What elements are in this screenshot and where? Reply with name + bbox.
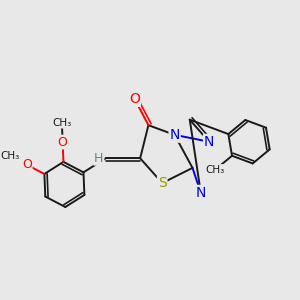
Text: CH₃: CH₃	[0, 151, 19, 161]
Text: N: N	[196, 186, 206, 200]
Text: O: O	[58, 136, 68, 148]
Text: N: N	[169, 128, 180, 142]
Text: H: H	[94, 152, 104, 165]
Text: S: S	[158, 176, 167, 190]
Text: CH₃: CH₃	[206, 165, 225, 175]
Text: N: N	[204, 135, 214, 149]
Text: O: O	[22, 158, 32, 171]
Text: O: O	[129, 92, 140, 106]
Text: CH₃: CH₃	[52, 118, 71, 128]
